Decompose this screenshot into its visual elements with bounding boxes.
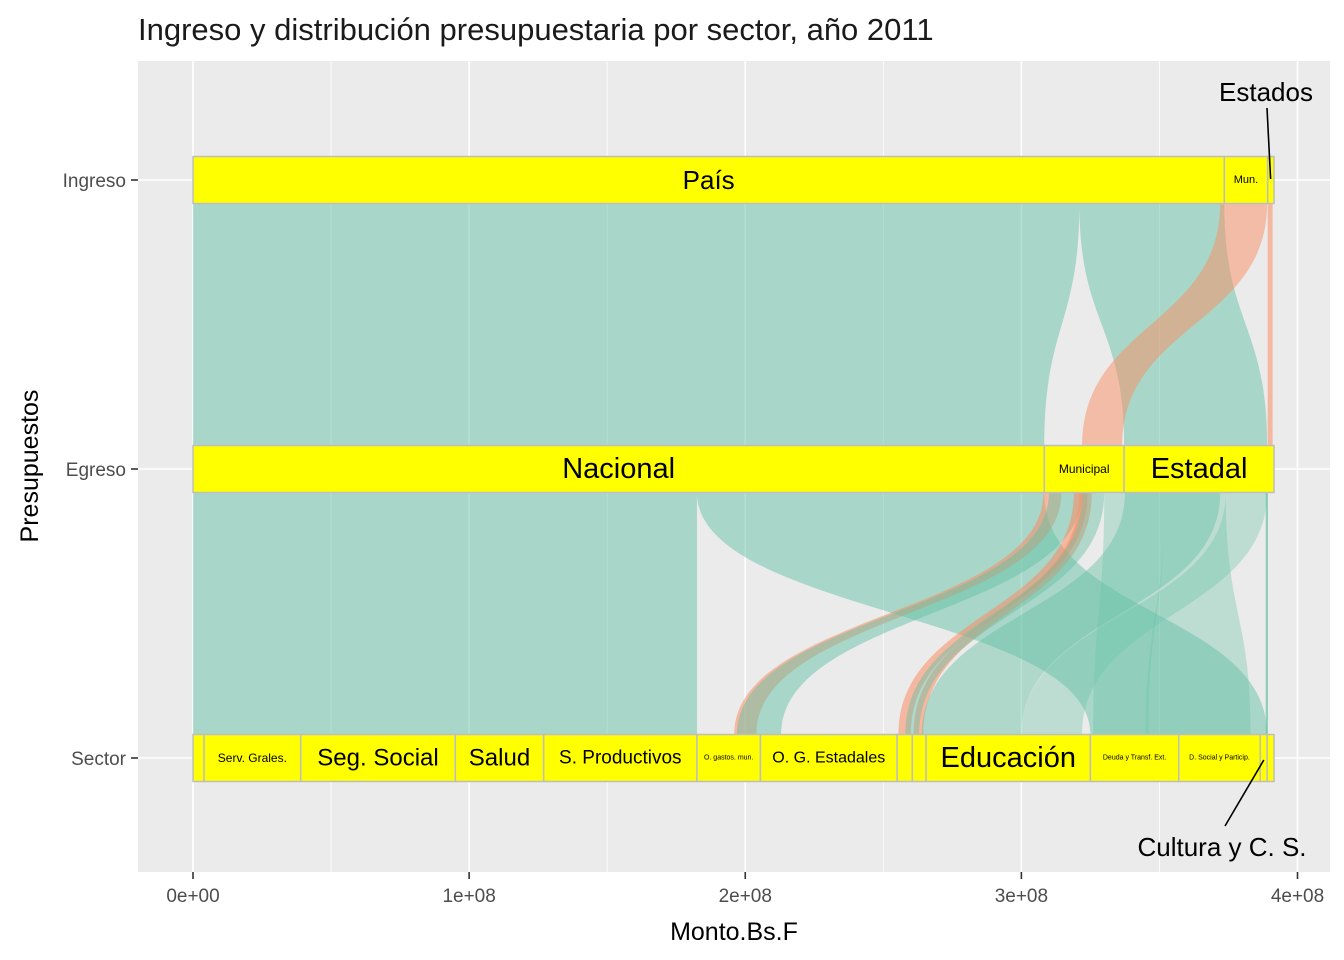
stratum-box: [454, 733, 545, 783]
y-tick-label: Egreso: [66, 460, 126, 481]
stratum-box: [1178, 733, 1261, 783]
stratum-label: Estadal: [1151, 453, 1248, 485]
stratum-label: Seg. Social: [317, 745, 438, 772]
annotation-label: Cultura y C. S.: [1137, 832, 1306, 862]
stratum-label: O. gastos. mun.: [704, 755, 753, 762]
flows: [193, 203, 1273, 735]
strata: País Mun. Nacional Municipal Estadal Serv. Gr…: [192, 155, 1275, 783]
stratum-box: [1266, 155, 1275, 205]
flow-ribbon: [1082, 203, 1268, 446]
stratum-label: Mun.: [1234, 174, 1258, 186]
x-tick-label: 2e+08: [719, 886, 772, 907]
stratum-box: [299, 733, 457, 783]
stratum-box: [925, 733, 1092, 783]
x-tick-label: 0e+00: [166, 886, 219, 907]
annotation-label: Estados: [1219, 77, 1313, 107]
flow-ribbon: [193, 492, 697, 735]
stratum-box: [1123, 444, 1275, 494]
annotations: Estados Cultura y C. S.: [1137, 77, 1313, 862]
flow-ribbon: [193, 203, 1080, 446]
flow-ribbon: [736, 492, 1083, 735]
stratum-label: O. G. Estadales: [772, 750, 885, 767]
flow-ribbon: [1145, 492, 1251, 735]
stratum-box: [542, 733, 698, 783]
stratum-box: [1266, 733, 1275, 783]
stratum-box: [911, 733, 927, 783]
stratum-box: [696, 733, 762, 783]
flow-ribbon: [905, 492, 1105, 735]
chart-title: Ingreso y distribución presupuestaria po…: [138, 12, 934, 47]
stratum-label: S. Productivos: [559, 748, 682, 769]
stratum-box: [1259, 733, 1268, 783]
stratum-box: [192, 733, 205, 783]
stratum-label: Educación: [941, 742, 1076, 774]
stratum-label: Serv. Grales.: [218, 751, 287, 765]
flow-ribbon: [921, 492, 1221, 735]
x-tick-label: 4e+08: [1271, 886, 1324, 907]
flow-ribbon: [696, 492, 1268, 735]
stratum-label: Nacional: [562, 453, 675, 485]
annotation-leader-line: [1266, 107, 1272, 180]
stratum-box: [1089, 733, 1180, 783]
y-axis-title: Presupuestos: [16, 390, 44, 543]
stratum-label: Deuda y Transf. Ext.: [1103, 755, 1166, 762]
stratum-label: Municipal: [1059, 462, 1110, 476]
stratum-label: D. Social y Particip.: [1189, 755, 1250, 762]
stratum-box: [192, 444, 1046, 494]
stratum-box: [896, 733, 914, 783]
flow-ribbon: [1265, 492, 1268, 735]
stratum-box: [1223, 155, 1269, 205]
stratum-box: [192, 155, 1226, 205]
y-tick-label: Sector: [71, 749, 127, 770]
stratum-label: País: [683, 165, 735, 195]
stratum-box: [203, 733, 302, 783]
x-tick-label: 3e+08: [995, 886, 1048, 907]
flow-ribbon: [898, 492, 1088, 735]
x-tick-label: 1e+08: [442, 886, 495, 907]
flow-ribbon: [1093, 492, 1165, 735]
flow-ribbon: [1267, 203, 1273, 446]
y-tick-label: Ingreso: [63, 171, 126, 192]
flow-ribbon: [1021, 492, 1268, 735]
annotation-leader-line: [1224, 759, 1265, 827]
stratum-label: Salud: [469, 745, 530, 772]
axes: 0e+00 1e+08 2e+08 3e+08 4e+08 Ingreso Egreso Se…: [63, 171, 1325, 907]
flow-ribbon: [913, 492, 1092, 735]
x-axis-title: Monto.Bs.F: [670, 918, 798, 946]
